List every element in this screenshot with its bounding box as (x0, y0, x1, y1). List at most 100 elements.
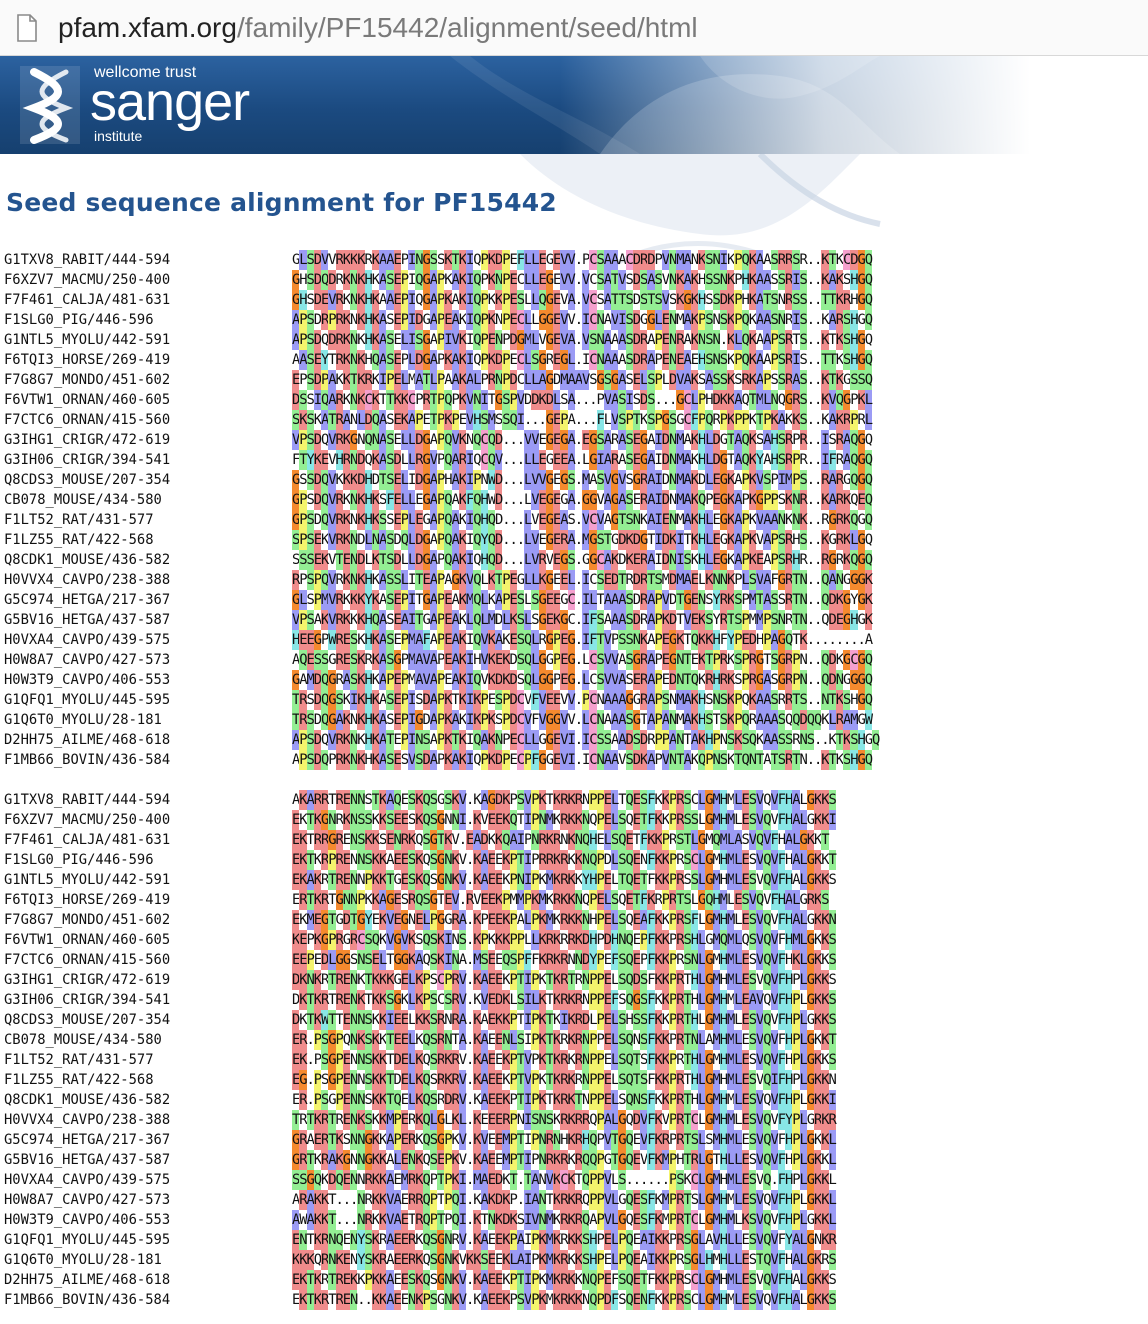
sequence-residues: AQESSGRESKRKASGPMAVAPEAKIHVKEKDSQLGGPEG.… (292, 650, 873, 670)
sequence-residues: EKTRRGRENSKKSENRKQSGTKV.EADKKQAIPNRKRNKN… (292, 830, 830, 850)
sequence-name[interactable]: G1QFQ1_MYOLU/445-595 (4, 1232, 171, 1248)
sequence-residues: VPSDQVRKGNQNASELLDGAPQVKNQCQD...VVEGEGA.… (292, 430, 873, 450)
sequence-name[interactable]: H0VVX4_CAVPO/238-388 (4, 1112, 171, 1128)
sequence-name[interactable]: H0W8A7_CAVPO/427-573 (4, 652, 171, 668)
sequence-residues: GPSDQVRKNKHKSSEPLEGAPQAKIQHQD...LVEGEAS.… (292, 510, 873, 530)
sequence-name[interactable]: Q8CDK1_MOUSE/436-582 (4, 1092, 171, 1108)
sequence-name[interactable]: F7CTC6_ORNAN/415-560 (4, 412, 171, 428)
sequence-name[interactable]: G1Q6T0_MYOLU/28-181 (4, 712, 162, 728)
sanger-banner: wellcome trust sanger institute (0, 56, 1148, 154)
sequence-name[interactable]: G3IHG1_CRIGR/472-619 (4, 432, 171, 448)
dna-helix-logo-icon (20, 66, 80, 144)
sequence-name[interactable]: F7G8G7_MONDO/451-602 (4, 912, 171, 928)
sequence-name[interactable]: F6TQI3_HORSE/269-419 (4, 892, 171, 908)
sequence-residues: ERTKRTGNNPKKAGESRQSGTEV.RVEEKPMMPKMKRKKN… (292, 890, 830, 910)
sequence-residues: GLSPMVRKKKYKASEPITGAPEAKMQLKAPESLSGEEGC.… (292, 590, 873, 610)
sequence-name[interactable]: G3IH06_CRIGR/394-541 (4, 992, 171, 1008)
sequence-name[interactable]: H0VXA4_CAVPO/439-575 (4, 1172, 171, 1188)
sequence-name[interactable]: G5BV16_HETGA/437-587 (4, 1152, 171, 1168)
document-icon (17, 14, 37, 42)
sequence-name[interactable]: CB078_MOUSE/434-580 (4, 492, 162, 508)
sequence-residues: KEPKGPRGRCSQKVGVKSQSKINS.KPKKKPPLLKRKRRK… (292, 930, 837, 950)
sequence-name[interactable]: F1SLG0_PIG/446-596 (4, 312, 154, 328)
sequence-name[interactable]: H0W3T9_CAVPO/406-553 (4, 1212, 171, 1228)
sequence-residues: APSDQDRKNKHKASELISGAPIVKIQPENPDGMLVGEVA.… (292, 330, 873, 350)
sequence-name[interactable]: D2HH75_AILME/468-618 (4, 732, 171, 748)
sequence-residues: EKTKRPRENNSKKAEESKQSGNKV.KAEEKPTIPRRKRKK… (292, 850, 837, 870)
page-title: Seed sequence alignment for PF15442 (6, 188, 557, 217)
sequence-residues: GSSDQVKKKDHDTSELIDGAPHAKIPNWD...LVVGEGS.… (292, 470, 873, 490)
sequence-name[interactable]: G5BV16_HETGA/437-587 (4, 612, 171, 628)
sequence-residues: ENTKRNQENYSKRAEERKQSGNRV.KAEEKPAIPKMKRKK… (292, 1230, 837, 1250)
sequence-name[interactable]: F7F461_CALJA/481-631 (4, 292, 171, 308)
sequence-name[interactable]: F1LT52_RAT/431-577 (4, 512, 154, 528)
url-host: pfam.xfam.org (58, 12, 237, 43)
sequence-name[interactable]: F6VTW1_ORNAN/460-605 (4, 392, 171, 408)
url-path: /family/PF15442/alignment/seed/html (236, 12, 698, 43)
sequence-residues: APSDQPRKNKHKASESVSDAPKAKIQPKDPECPFGGEVI.… (292, 750, 873, 770)
sequence-residues: SSSEKVTENDLKTSDLLDGAPQAKIQHQD...LVRVEGS.… (292, 550, 873, 570)
sequence-name[interactable]: F6VTW1_ORNAN/460-605 (4, 932, 171, 948)
sequence-residues: GPSDQVRKNKHKSFELLEGAPQAKFQHWD...LVEGEGA.… (292, 490, 873, 510)
sequence-name[interactable]: H0VVX4_CAVPO/238-388 (4, 572, 171, 588)
sequence-name[interactable]: G3IH06_CRIGR/394-541 (4, 452, 171, 468)
sequence-residues: TRTKRTRENKSKKMPERKQLGLKL.KEEERPNISNSKRKR… (292, 1110, 837, 1130)
sequence-name[interactable]: F1MB66_BOVIN/436-584 (4, 1292, 171, 1308)
sequence-name[interactable]: F6XZV7_MACMU/250-400 (4, 812, 171, 828)
sequence-residues: TRSDQGAKNKHKASEPIGDAPKAKIKPKSPDCVFVGGVV.… (292, 710, 873, 730)
sequence-name[interactable]: G1TXV8_RABIT/444-594 (4, 252, 171, 268)
sequence-name[interactable]: Q8CDK1_MOUSE/436-582 (4, 552, 171, 568)
sequence-name[interactable]: F1LT52_RAT/431-577 (4, 1052, 154, 1068)
sequence-name[interactable]: F7G8G7_MONDO/451-602 (4, 372, 171, 388)
sequence-name[interactable]: G1Q6T0_MYOLU/28-181 (4, 1252, 162, 1268)
sequence-residues: EEPEDLGGSNSELTGGKAQSKINA.MSEEQSPFFKRKRNN… (292, 950, 837, 970)
sequence-name[interactable]: F6XZV7_MACMU/250-400 (4, 272, 171, 288)
sequence-name[interactable]: H0VXA4_CAVPO/439-575 (4, 632, 171, 648)
sequence-residues: GRAERTKSNNGKKAPERKQSGPKV.KVEEMPTIPNRNHKR… (292, 1130, 837, 1150)
sequence-name[interactable]: F1MB66_BOVIN/436-584 (4, 752, 171, 768)
sequence-name[interactable]: F1LZ55_RAT/422-568 (4, 1072, 154, 1088)
sequence-name[interactable]: Q8CDS3_MOUSE/207-354 (4, 1012, 171, 1028)
sequence-residues: GHSDQDRKNKHKASEPIQGAPKAKIQPKNPECLLEGEVV.… (292, 270, 873, 290)
sequence-name[interactable]: F6TQI3_HORSE/269-419 (4, 352, 171, 368)
sequence-name[interactable]: G1NTL5_MYOLU/442-591 (4, 332, 171, 348)
sequence-name[interactable]: CB078_MOUSE/434-580 (4, 1032, 162, 1048)
sequence-name[interactable]: H0W8A7_CAVPO/427-573 (4, 1192, 171, 1208)
sequence-residues: KKKQRNKENYSKRAEERKQSGNKVKKSEEKLAIPKMKRKK… (292, 1250, 837, 1270)
sequence-name[interactable]: H0W3T9_CAVPO/406-553 (4, 672, 171, 688)
sequence-residues: SPSEKVRKNDLNASDQLDGAPQAKIQYQD...LVEGERA.… (292, 530, 873, 550)
url-text[interactable]: pfam.xfam.org/family/PF15442/alignment/s… (58, 12, 698, 44)
sequence-name[interactable]: F1SLG0_PIG/446-596 (4, 852, 154, 868)
sequence-residues: APSDRPRKNKHKASEPIDGAPEAKIQPKNPECLLGGEVV.… (292, 310, 873, 330)
sequence-residues: DKTKRTRENKTKKSGKLKPSCSRV.KVEDKLSILKTKRKR… (292, 990, 837, 1010)
sequence-residues: TRSDQGSKIKHKASEPISDAPKTKIKPESPDCVFVEEVV.… (292, 690, 873, 710)
sequence-residues: EKAKRTRENNPKKTGESKQSGNKV.KAEEKPNIPKMKRKK… (292, 870, 837, 890)
sequence-name[interactable]: G5C974_HETGA/217-367 (4, 592, 171, 608)
sequence-residues: GLSDVVRKKKRKAAEPINGSSKTKIQPKDPEFLLEGEVV.… (292, 250, 873, 270)
sequence-name[interactable]: F1LZ55_RAT/422-568 (4, 532, 154, 548)
address-bar[interactable]: pfam.xfam.org/family/PF15442/alignment/s… (0, 0, 1148, 56)
sequence-residues: AASEYTRKNKHQASEPLDGAPKAKIQPKDPECLSGREGL.… (292, 350, 873, 370)
sequence-residues: EKMEGTGDTGYEKVEGNELPGGRA.KPEEKPALPKMKRKK… (292, 910, 837, 930)
sequence-name[interactable]: G1QFQ1_MYOLU/445-595 (4, 692, 171, 708)
sequence-residues: EKTKRTREN..KKAEENKPSGNKV.KAEEKPSVPKMKRKK… (292, 1290, 837, 1310)
sequence-name[interactable]: G1NTL5_MYOLU/442-591 (4, 872, 171, 888)
sequence-residues: SKSKATRANLDQASEKAPETPKPEVHSMSSQI...GEPA.… (292, 410, 873, 430)
sequence-name[interactable]: Q8CDS3_MOUSE/207-354 (4, 472, 171, 488)
sequence-residues: ARAKKT...NRKKVAERRQPTPQI.KAKDKP.IANTKRKR… (292, 1190, 837, 1210)
sequence-name[interactable]: F7CTC6_ORNAN/415-560 (4, 952, 171, 968)
sequence-residues: EK.PSGPENNSKKTDELKQSRKRV.KAEEKPTVPKTKRKR… (292, 1050, 837, 1070)
sequence-name[interactable]: D2HH75_AILME/468-618 (4, 1272, 171, 1288)
logo-sanger: sanger (90, 72, 250, 132)
sequence-name[interactable]: G5C974_HETGA/217-367 (4, 1132, 171, 1148)
sequence-residues: GRTKRAKGNNGKKALENKQSEPKV.KAEEMPTIPNRKRKR… (292, 1150, 837, 1170)
sequence-residues: VPSAKVRKKKHQASEAITGAPEAKLQLMDLKSLSGEKGC.… (292, 610, 873, 630)
sequence-residues: AWAKKT...NRKKVAETRQPTPQI.KTNKDKSIVNMKRKR… (292, 1210, 837, 1230)
sequence-residues: DSSIQARKNKCKTTKKCPRTPQPKVNITGSPVDDKDLSA.… (292, 390, 873, 410)
sequence-residues: ER.PSGPENNSKKTQELKQSRDRV.KAEEKPTIPKTKRKT… (292, 1090, 837, 1110)
sequence-residues: RPSPQVRKNKHKASSLITEAPAGKVQLKTPEGLLKGEEL.… (292, 570, 873, 590)
sequence-name[interactable]: F7F461_CALJA/481-631 (4, 832, 171, 848)
sequence-name[interactable]: G3IHG1_CRIGR/472-619 (4, 972, 171, 988)
sequence-name[interactable]: G1TXV8_RABIT/444-594 (4, 792, 171, 808)
sequence-residues: APSDQVRKNKHKATEPINSAPKTKIQAKNPECLLGGEVI.… (292, 730, 880, 750)
